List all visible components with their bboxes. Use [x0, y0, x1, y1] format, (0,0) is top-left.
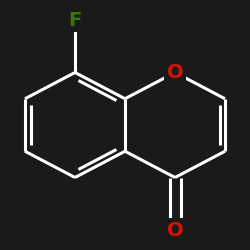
Text: O: O	[167, 63, 183, 82]
Text: O: O	[167, 220, 183, 240]
Text: F: F	[68, 10, 82, 29]
